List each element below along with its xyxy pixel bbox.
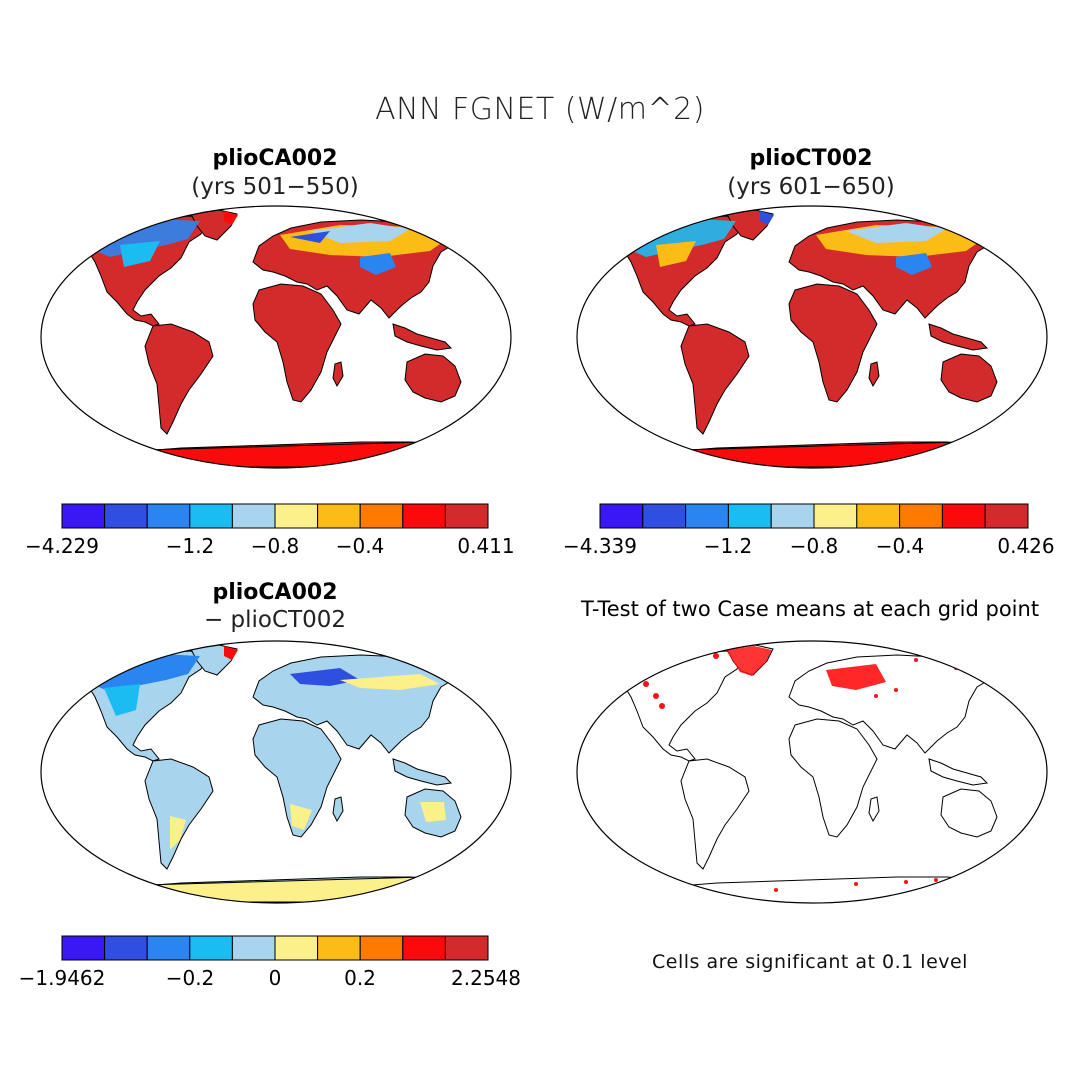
map-panel-2	[576, 205, 1048, 469]
colorbar-2-label: −0.8	[789, 534, 839, 558]
nh-negative-region-2	[104, 684, 140, 716]
colorbar-swatch	[984, 503, 1029, 529]
colorbar-swatch	[359, 935, 404, 961]
colorbar-swatch	[61, 935, 106, 961]
panel-3-subtitle: − plioCT002	[203, 607, 347, 633]
panel-1-subtitle: (yrs 501−550)	[191, 174, 359, 200]
colorbar-swatch	[444, 503, 489, 529]
eurasia-positive-band	[340, 674, 440, 690]
colorbar-3-label: 0	[268, 966, 282, 990]
sa-positive-spot	[170, 816, 186, 850]
colorbar-swatch	[856, 503, 901, 529]
colorbar-swatch	[189, 503, 233, 529]
colorbar-swatch	[599, 503, 644, 529]
colorbar-swatch	[685, 503, 729, 529]
colorbar-1-label: 0.411	[457, 534, 515, 558]
colorbar-swatch	[941, 503, 986, 529]
panel-4-title: T-Test of two Case means at each grid po…	[580, 597, 1040, 621]
colorbar-3	[61, 935, 489, 961]
colorbar-2-label: −1.2	[703, 534, 753, 558]
colorbar-swatch	[402, 503, 446, 529]
colorbar-swatch	[61, 503, 106, 529]
map-panel-3	[40, 640, 512, 904]
greenland-spot	[224, 211, 238, 225]
colorbar-swatch	[642, 503, 687, 529]
map-panel-1	[40, 205, 512, 469]
colorbar-swatch	[231, 935, 276, 961]
figure-title: ANN FGNET (W/m^2)	[375, 92, 705, 127]
colorbar-1-label: −1.2	[165, 534, 215, 558]
colorbar-2-label: −0.4	[875, 534, 925, 558]
colorbar-swatch	[274, 935, 319, 961]
colorbar-3-label: −1.9462	[18, 966, 106, 990]
panel-1-title: plioCA002	[212, 146, 338, 171]
eurasia-negative-spot	[290, 231, 330, 243]
colorbar-3-label: 0.2	[344, 966, 376, 990]
colorbar-2-label: 0.426	[997, 534, 1055, 558]
nh-negative-region	[626, 219, 736, 257]
colorbar-2	[599, 503, 1029, 529]
colorbar-swatch	[104, 503, 148, 529]
colorbar-swatch	[274, 503, 319, 529]
greenland-spot	[760, 211, 774, 225]
colorbar-swatch	[770, 503, 815, 529]
colorbar-3-label: 2.2548	[451, 966, 521, 990]
colorbar-swatch	[402, 935, 446, 961]
nh-negative-region	[90, 654, 200, 692]
colorbar-1-label: −4.229	[24, 534, 100, 558]
colorbar-2-label: −4.339	[562, 534, 638, 558]
colorbar-3-label: −0.2	[165, 966, 215, 990]
nh-negative-region	[90, 219, 200, 257]
significance-note: Cells are significant at 0.1 level	[652, 951, 968, 973]
map-border	[40, 205, 512, 469]
colorbar-swatch	[189, 935, 233, 961]
tibet-negative-spot	[360, 253, 396, 275]
eurasia-light-band	[310, 223, 410, 243]
map-border	[576, 205, 1048, 469]
eurasia-negative-band	[290, 668, 360, 686]
map-panel-4	[576, 640, 1048, 904]
colorbar-swatch	[813, 503, 858, 529]
colorbar-swatch	[317, 935, 361, 961]
colorbar-1-label: −0.8	[250, 534, 300, 558]
colorbar-swatch	[727, 503, 772, 529]
nh-negative-region-2	[120, 241, 160, 267]
colorbar-swatch	[146, 503, 191, 529]
greenland-spot	[224, 646, 238, 660]
colorbar-swatch	[899, 503, 943, 529]
colorbar-swatch	[317, 503, 361, 529]
tibet-negative-spot	[896, 253, 932, 275]
colorbar-swatch	[444, 935, 489, 961]
eurasia-light-band	[846, 223, 946, 243]
nh-warm-region	[656, 241, 696, 267]
panel-2-title: plioCT002	[749, 146, 873, 171]
panel-2-subtitle: (yrs 601−650)	[727, 174, 895, 200]
colorbar-swatch	[104, 935, 148, 961]
map-border	[40, 640, 512, 904]
colorbar-1	[61, 503, 489, 529]
colorbar-swatch	[359, 503, 404, 529]
panel-3-title: plioCA002	[212, 580, 338, 605]
australia-positive-spot	[420, 802, 446, 822]
colorbar-1-label: −0.4	[335, 534, 385, 558]
africa-positive-spot	[290, 804, 312, 830]
map-border	[576, 640, 1048, 904]
colorbar-swatch	[231, 503, 276, 529]
colorbar-swatch	[146, 935, 191, 961]
